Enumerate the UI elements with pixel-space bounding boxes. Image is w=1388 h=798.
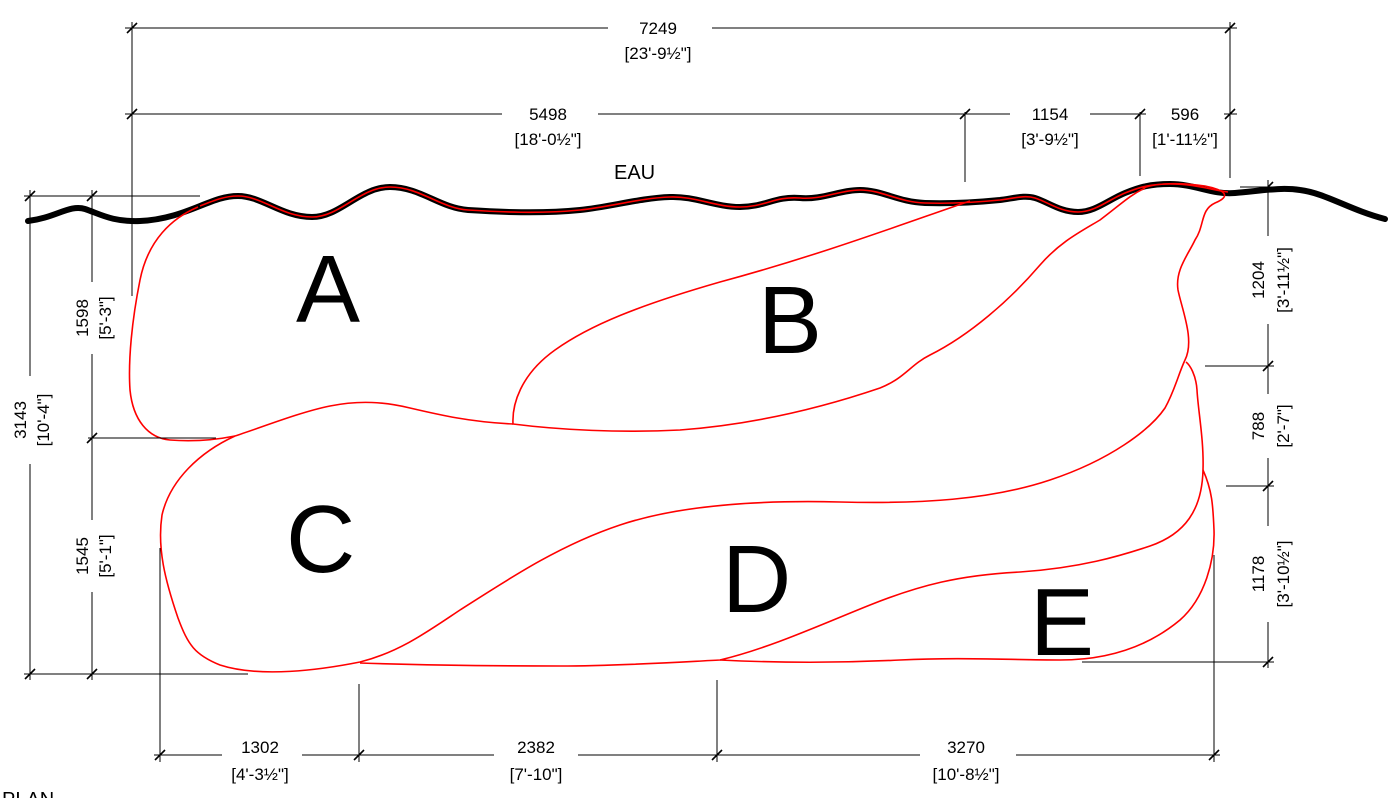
zone-label-e: E: [1030, 569, 1094, 676]
dim-top-c-mm: 596: [1171, 105, 1199, 124]
dim-top-overall-mm: 7249: [639, 19, 677, 38]
dim-bottom-2-mm: 2382: [517, 738, 555, 757]
zone-label-d: D: [722, 526, 791, 633]
dim-left-lower-mm: 1545: [73, 537, 92, 575]
dim-top-b-mm: 1154: [1032, 105, 1069, 124]
zone-d-outline: [359, 361, 1204, 667]
dim-right-bot-mm: 1178: [1249, 556, 1268, 593]
zone-e-outline: [719, 469, 1215, 664]
plan-label: PLAN: [2, 789, 54, 798]
zone-c-upper-edge: [234, 401, 514, 437]
dim-right-top-imperial: [3'-11½"]: [1274, 247, 1293, 313]
zone-label-c: C: [286, 486, 355, 593]
zones: [128, 182, 1226, 673]
left-dimensions: [24, 190, 248, 680]
dim-top-b-imperial: [3'-9½"]: [1021, 130, 1078, 149]
dim-bottom-3-imperial: [10'-8½"]: [933, 765, 1000, 784]
dim-left-overall-mm: 3143: [11, 401, 30, 439]
zone-c-outline: [159, 182, 1226, 673]
dim-bottom-3-mm: 3270: [947, 738, 985, 757]
dim-bottom-2-imperial: [7'-10"]: [510, 765, 563, 784]
water-label: EAU: [614, 162, 655, 184]
dim-left-upper-mm: 1598: [73, 299, 92, 337]
dim-top-c-imperial: [1'-11½"]: [1152, 130, 1218, 149]
zone-label-b: B: [758, 267, 822, 374]
dim-top-a-imperial: [18'-0½"]: [515, 130, 582, 149]
zone-label-a: A: [296, 236, 360, 343]
dim-right-top-mm: 1204: [1249, 261, 1268, 299]
zone-b-outline: [512, 187, 1146, 432]
dim-top-overall-imperial: [23'-9½"]: [625, 44, 692, 63]
dim-bottom-1-imperial: [4'-3½"]: [231, 765, 288, 784]
dim-left-overall-imperial: [10'-4"]: [34, 394, 53, 447]
shoreline: [25, 181, 1388, 225]
dim-left-lower-imperial: [5'-1"]: [96, 534, 115, 577]
dim-bottom-1-mm: 1302: [241, 738, 279, 757]
dim-right-mid-imperial: [2'-7"]: [1274, 404, 1293, 447]
dim-left-upper-imperial: [5'-3"]: [96, 296, 115, 339]
dim-right-mid-mm: 788: [1249, 412, 1268, 440]
dim-top-a-mm: 5498: [529, 105, 567, 124]
bottom-dimensions: [154, 548, 1220, 762]
dim-right-bot-imperial: [3'-10½"]: [1274, 541, 1293, 608]
zone-a-outline: [128, 206, 236, 442]
